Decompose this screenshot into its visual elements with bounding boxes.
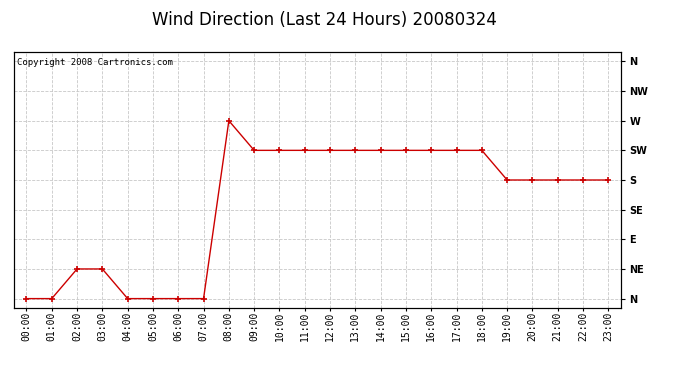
Text: Wind Direction (Last 24 Hours) 20080324: Wind Direction (Last 24 Hours) 20080324 [152, 11, 497, 29]
Text: Copyright 2008 Cartronics.com: Copyright 2008 Cartronics.com [17, 58, 172, 67]
